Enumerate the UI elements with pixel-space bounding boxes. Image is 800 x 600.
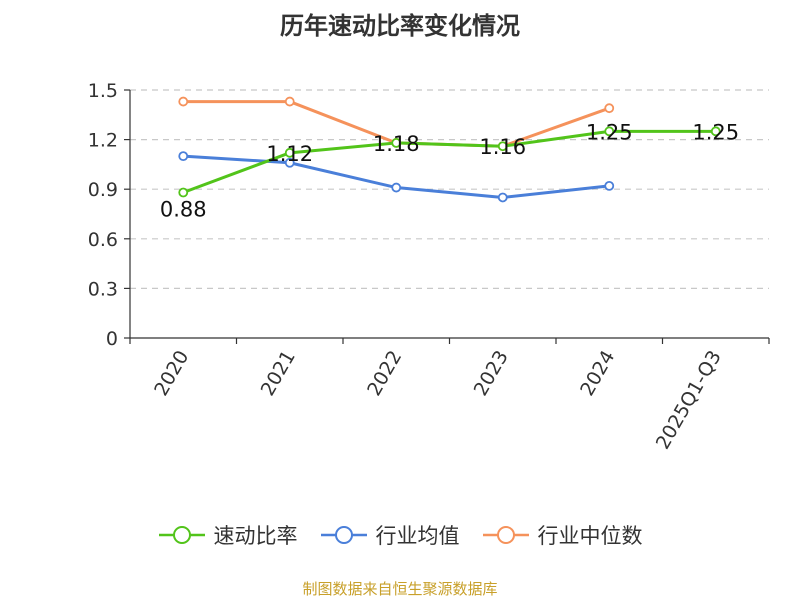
data-point <box>497 141 508 152</box>
source-note: 制图数据来自恒生聚源数据库 <box>302 580 498 598</box>
x-tick-label: 2024 <box>576 347 619 400</box>
legend-item[interactable]: 速动比率 <box>158 520 298 550</box>
y-tick-label: 0.6 <box>88 229 118 251</box>
legend-line-circle-icon <box>482 526 529 544</box>
data-point <box>284 96 295 107</box>
x-tick-label: 2022 <box>363 347 406 400</box>
x-tick-label: 2020 <box>150 347 193 400</box>
data-point <box>178 151 189 162</box>
chart-legend: 速动比率 行业均值 行业中位数 <box>0 520 800 550</box>
data-label: 1.12 <box>266 142 313 166</box>
x-tick-label: 2021 <box>257 347 300 400</box>
legend-label: 速动比率 <box>213 524 298 548</box>
legend-line-circle-icon <box>158 526 205 544</box>
data-label: 1.18 <box>373 132 420 156</box>
data-point <box>391 138 402 148</box>
data-point <box>178 96 189 107</box>
legend-label: 行业中位数 <box>537 524 643 548</box>
y-tick-label: 0.3 <box>88 278 118 300</box>
data-point <box>604 180 615 191</box>
data-point <box>710 126 721 137</box>
y-tick-label: 1.5 <box>88 80 118 102</box>
data-label: 1.25 <box>692 120 739 144</box>
legend-item[interactable]: 行业均值 <box>320 520 460 550</box>
y-tick-label: 1.2 <box>88 130 118 152</box>
data-point <box>604 103 615 114</box>
legend-line-circle-icon <box>320 526 367 544</box>
data-label: 1.25 <box>586 120 633 144</box>
y-tick-label: 0 <box>106 328 118 350</box>
data-point <box>391 182 402 193</box>
data-point <box>284 157 295 168</box>
data-point <box>284 147 295 158</box>
chart-title: 历年速动比率变化情况 <box>280 12 520 40</box>
data-label: 0.88 <box>160 198 207 222</box>
x-tick-label: 2023 <box>470 347 513 400</box>
data-point <box>497 192 508 203</box>
legend-item[interactable]: 行业中位数 <box>482 520 643 550</box>
legend-label: 行业均值 <box>375 524 460 548</box>
y-tick-label: 0.9 <box>88 179 118 201</box>
data-point <box>604 126 615 137</box>
series-line <box>182 129 716 194</box>
data-point <box>178 187 189 198</box>
data-label: 1.16 <box>479 135 526 159</box>
x-tick-label: 2025Q1-Q3 <box>652 347 726 453</box>
